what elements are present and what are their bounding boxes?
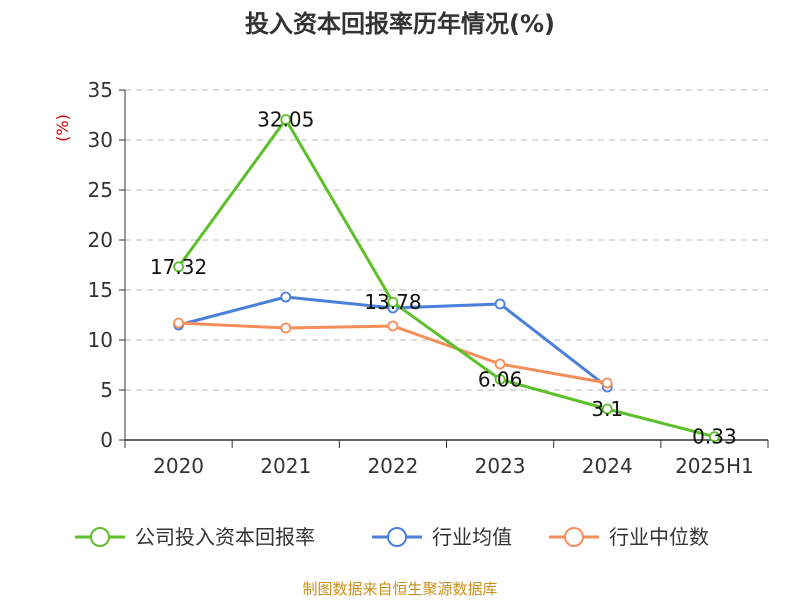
data-point: [280, 291, 292, 303]
data-point: [280, 114, 292, 125]
data-label: 0.33: [692, 425, 737, 449]
data-labels: 17.32 32.05 13.78 6.06 3.1 0.33: [150, 108, 737, 449]
legend-swatch-marker: [90, 527, 110, 547]
y-tick-label: 35: [88, 78, 113, 102]
data-label: 17.32: [150, 255, 207, 279]
legend-item: 行业中位数: [549, 525, 709, 549]
data-point: [173, 261, 184, 273]
series-line: [178, 321, 608, 385]
y-axis-label: (%): [53, 114, 72, 142]
data-point: [173, 317, 184, 329]
data-label: 32.05: [257, 108, 314, 132]
y-tick-label: 5: [100, 378, 113, 402]
axes: 0 5 10 15 20 25 30 35 2020 2021 2022 2023 2024 2025H1: [88, 78, 769, 478]
legend-label: 行业均值: [432, 525, 512, 549]
chart-title: 投入资本回报率历年情况(%): [245, 10, 555, 38]
legend-swatch-marker: [387, 527, 407, 547]
data-label: 6.06: [478, 367, 523, 391]
data-label: 3.1: [591, 397, 623, 421]
y-tick-label: 15: [88, 278, 113, 302]
y-tick-label: 30: [88, 128, 113, 152]
y-tick-label: 10: [88, 328, 113, 352]
data-point: [601, 377, 613, 389]
legend-swatch-marker: [564, 527, 584, 547]
x-tick-label: 2024: [582, 454, 633, 478]
series-group: [173, 114, 720, 443]
data-point: [387, 296, 399, 308]
legend-item: 公司投入资本回报率: [75, 525, 315, 549]
y-tick-label: 0: [100, 428, 113, 452]
legend-label: 公司投入资本回报率: [135, 525, 315, 549]
x-tick-label: 2023: [475, 454, 526, 478]
data-label: 13.78: [364, 290, 421, 314]
source-note: 制图数据来自恒生聚源数据库: [302, 580, 497, 598]
legend: 公司投入资本回报率 行业均值 行业中位数: [75, 525, 709, 549]
x-tick-label: 2020: [153, 454, 204, 478]
x-tick-label: 2025H1: [675, 454, 754, 478]
data-point: [494, 373, 506, 385]
x-tick-label: 2022: [367, 454, 418, 478]
data-point: [280, 322, 292, 334]
data-point: [709, 431, 720, 443]
data-point: [494, 298, 506, 310]
data-point: [494, 358, 506, 370]
data-point: [387, 320, 399, 332]
y-tick-label: 25: [88, 178, 113, 202]
series-line: [177, 118, 715, 439]
legend-item: 行业均值: [372, 525, 512, 549]
data-point: [601, 403, 613, 415]
x-tick-label: 2021: [260, 454, 311, 478]
y-tick-label: 20: [88, 228, 113, 252]
legend-label: 行业中位数: [609, 525, 709, 549]
